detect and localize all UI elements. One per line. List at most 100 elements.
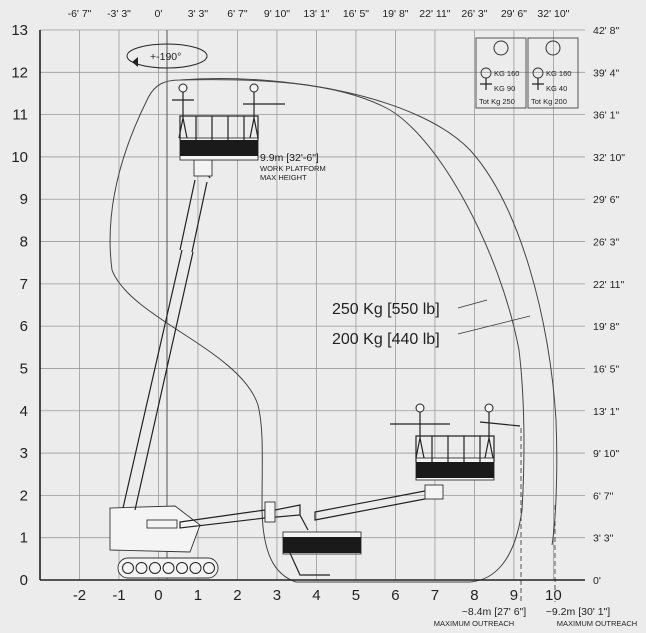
load-box-250: KG 160 KG 90 Tot Kg 250 xyxy=(475,37,527,109)
y-feet-tick-label: 13' 1" xyxy=(593,406,619,418)
grid xyxy=(40,29,585,581)
y-tick-label: 4 xyxy=(20,403,28,420)
track-wheel xyxy=(162,562,175,574)
rotation-label: +-190° xyxy=(150,51,181,63)
machine-base xyxy=(109,505,219,579)
y-feet-tick-label: 29' 6" xyxy=(593,194,619,206)
y-feet-tick-label: 42' 8" xyxy=(593,25,619,37)
x-feet-tick-label: 22' 11" xyxy=(419,8,451,20)
x-feet-tick-label: -6' 7" xyxy=(68,8,92,20)
y-feet-tick-label: 16' 5" xyxy=(593,363,619,375)
y-tick-label: 2 xyxy=(20,487,28,504)
load-box-200-kg-bottom: KG 40 xyxy=(546,84,567,93)
vertical-boom xyxy=(122,159,213,511)
outreach-250-value: ~8.4m [27' 6"] xyxy=(462,606,526,618)
x-feet-tick-label: 3' 3" xyxy=(188,8,209,20)
x-tick-label: 0 xyxy=(154,587,162,604)
outreach-250-caption: MAXIMUM OUTREACH xyxy=(434,619,514,628)
load-box-200-total: Tot Kg 200 xyxy=(531,97,567,106)
leader-250kg xyxy=(457,299,488,309)
rotation-indicator: +-190° xyxy=(126,43,208,69)
x-feet-tick-label: 0' xyxy=(155,8,163,20)
y-tick-label: 11 xyxy=(12,107,28,124)
x-tick-label: -2 xyxy=(73,587,86,604)
y-feet-tick-label: 19' 8" xyxy=(593,321,619,333)
track-wheel xyxy=(122,562,134,574)
x-feet-tick-label: 26' 3" xyxy=(461,8,487,20)
y-tick-label: 8 xyxy=(20,234,28,251)
x-feet-tick-label: 9' 10" xyxy=(264,8,290,20)
x-feet-tick-label: 29' 6" xyxy=(501,8,527,20)
operator-figure-right xyxy=(390,403,521,459)
outreach-boom xyxy=(314,484,444,521)
envelope-outline-250kg xyxy=(109,79,525,583)
y-feet-tick-label: 32' 10" xyxy=(593,152,625,164)
platform-high xyxy=(172,83,285,161)
load-box-200-kg-top: KG 160 xyxy=(546,69,571,78)
x-axis-feet-ticks: -6' 7" -3' 3" 0' 3' 3" 6' 7" 9' 10" 13' 1" 16' … xyxy=(68,8,570,20)
max-height-caption-1: WORK PLATFORM xyxy=(260,164,326,173)
track-wheel xyxy=(203,562,215,574)
x-tick-label: 1 xyxy=(194,587,202,604)
load-box-250-kg-bottom: KG 90 xyxy=(494,84,515,93)
x-feet-tick-label: 32' 10" xyxy=(537,8,569,20)
y-tick-label: 3 xyxy=(20,445,28,462)
x-tick-label: -1 xyxy=(112,587,125,604)
x-axis-meter-ticks: -2 -1 0 1 2 3 4 5 6 7 8 9 10 xyxy=(73,587,562,604)
operator-figure-high xyxy=(172,83,285,139)
x-tick-label: 7 xyxy=(431,587,439,604)
outreach-200-value: ~9.2m [30' 1"] xyxy=(546,606,610,618)
y-feet-tick-label: 9' 10" xyxy=(593,448,619,460)
x-tick-label: 10 xyxy=(545,587,562,604)
y-tick-label: 5 xyxy=(20,360,28,377)
y-feet-tick-label: 26' 3" xyxy=(593,237,619,249)
horizontal-boom xyxy=(179,501,301,529)
x-tick-label: 3 xyxy=(273,587,281,604)
platform-right xyxy=(390,403,521,481)
x-feet-tick-label: 13' 1" xyxy=(303,8,329,20)
y-axis-feet-ticks: 0' 3' 3" 6' 7" 9' 10" 13' 1" 16' 5" 19' 8" 22' … xyxy=(593,25,625,587)
envelope-label-200kg: 200 Kg [440 lb] xyxy=(332,331,440,348)
load-box-250-kg-top: KG 160 xyxy=(494,69,519,78)
y-tick-label: 10 xyxy=(11,149,28,166)
track-wheel xyxy=(149,562,161,574)
track-wheel xyxy=(189,562,202,574)
y-tick-label: 6 xyxy=(20,318,28,335)
envelope-label-250kg: 250 Kg [550 lb] xyxy=(332,301,440,318)
x-feet-tick-label: 19' 8" xyxy=(382,8,408,20)
x-feet-tick-label: 6' 7" xyxy=(227,8,248,20)
x-tick-label: 2 xyxy=(233,587,241,604)
y-feet-tick-label: 36' 1" xyxy=(593,110,619,122)
max-height-caption-2: MAX HEIGHT xyxy=(260,173,307,182)
y-feet-tick-label: 6' 7" xyxy=(593,490,614,502)
y-tick-label: 7 xyxy=(20,276,28,293)
load-box-200: KG 160 KG 40 Tot Kg 200 xyxy=(527,37,579,109)
x-tick-label: 9 xyxy=(510,587,518,604)
x-tick-label: 6 xyxy=(391,587,399,604)
platform-low xyxy=(282,514,362,576)
track-wheel xyxy=(176,562,188,574)
x-feet-tick-label: 16' 5" xyxy=(343,8,369,20)
y-tick-label: 13 xyxy=(11,22,28,39)
x-tick-label: 5 xyxy=(352,587,360,604)
y-tick-label: 9 xyxy=(20,191,28,208)
max-height-value: 9.9m [32'-6"] xyxy=(260,152,319,164)
y-feet-tick-label: 0' xyxy=(593,575,601,587)
envelope-outline-200kg xyxy=(179,78,558,546)
leader-200kg xyxy=(457,315,531,335)
x-feet-tick-label: -3' 3" xyxy=(107,8,131,20)
y-feet-tick-label: 22' 11" xyxy=(593,279,625,291)
y-feet-tick-label: 39' 4" xyxy=(593,67,619,79)
track-wheel xyxy=(135,562,148,574)
outreach-200-caption: MAXIMUM OUTREACH xyxy=(557,619,637,628)
y-tick-label: 12 xyxy=(11,64,28,81)
y-tick-label: 1 xyxy=(20,530,28,547)
x-tick-label: 8 xyxy=(470,587,478,604)
load-box-250-total: Tot Kg 250 xyxy=(479,97,515,106)
y-feet-tick-label: 3' 3" xyxy=(593,533,614,545)
y-tick-label: 0 xyxy=(20,572,28,589)
x-tick-label: 4 xyxy=(312,587,320,604)
